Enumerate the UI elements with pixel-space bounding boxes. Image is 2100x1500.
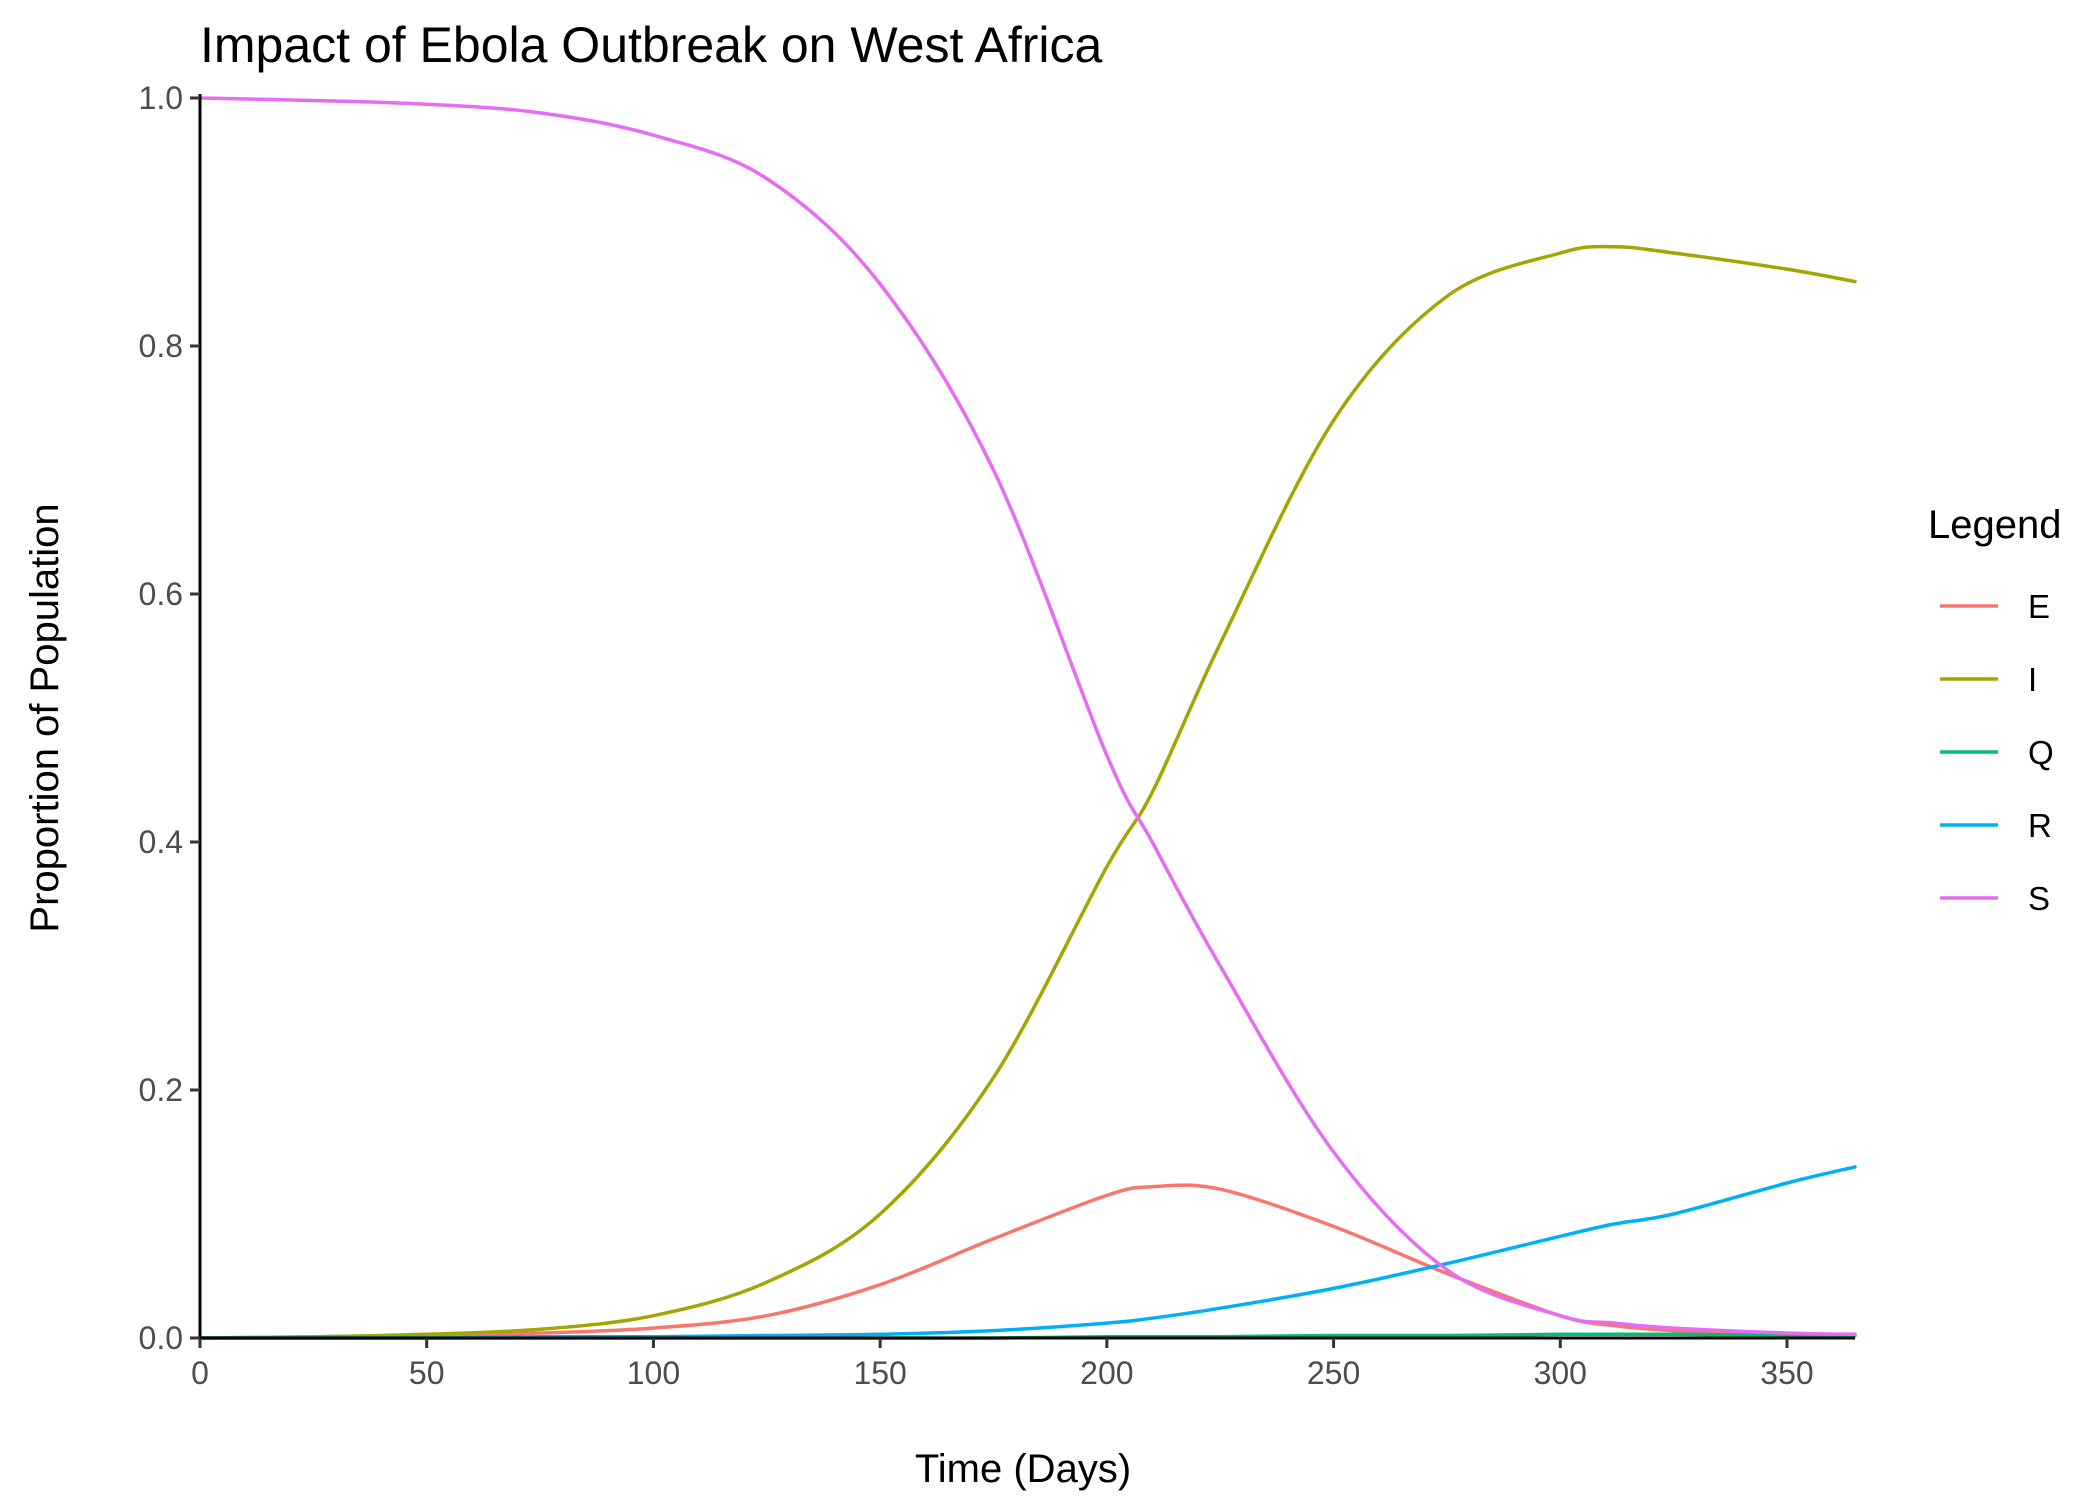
legend-label: R [2028, 807, 2052, 844]
x-tick-label: 350 [1760, 1355, 1813, 1391]
y-tick-label: 0.0 [139, 1320, 183, 1356]
y-axis-title: Proportion of Population [23, 503, 67, 932]
legend-item-q: Q [1940, 734, 2054, 771]
x-tick-label: 0 [191, 1355, 209, 1391]
y-tick-label: 0.6 [139, 576, 183, 612]
legend-item-e: E [1940, 588, 2050, 625]
x-tick-label: 100 [627, 1355, 680, 1391]
legend-label: Q [2028, 734, 2054, 771]
x-tick-label: 300 [1534, 1355, 1587, 1391]
axes: 0 50 100 150 200 250 300 350 0.0 0.2 0.4 0.6 0.8 1.0 [139, 80, 1855, 1391]
x-axis-title: Time (Days) [915, 1447, 1131, 1491]
plot-area [198, 96, 1857, 1340]
legend-item-i: I [1940, 661, 2037, 698]
legend-item-r: R [1940, 807, 2052, 844]
series-line-e [198, 1183, 1857, 1340]
legend-label: I [2028, 661, 2037, 698]
x-tick-label: 200 [1080, 1355, 1133, 1391]
y-tick-label: 0.4 [139, 824, 183, 860]
legend-label: S [2028, 880, 2050, 917]
y-tick-label: 0.8 [139, 328, 183, 364]
legend-item-s: S [1940, 880, 2050, 917]
x-tick-label: 250 [1307, 1355, 1360, 1391]
series-line-r [198, 1165, 1857, 1340]
x-tick-label: 50 [409, 1355, 445, 1391]
series-line-s [198, 96, 1857, 1337]
legend-title: Legend [1928, 503, 2061, 547]
legend-label: E [2028, 588, 2050, 625]
series-line-i [198, 244, 1857, 1340]
chart-title: Impact of Ebola Outbreak on West Africa [200, 17, 1102, 73]
y-tick-label: 1.0 [139, 80, 183, 116]
y-tick-label: 0.2 [139, 1072, 183, 1108]
x-tick-label: 150 [853, 1355, 906, 1391]
